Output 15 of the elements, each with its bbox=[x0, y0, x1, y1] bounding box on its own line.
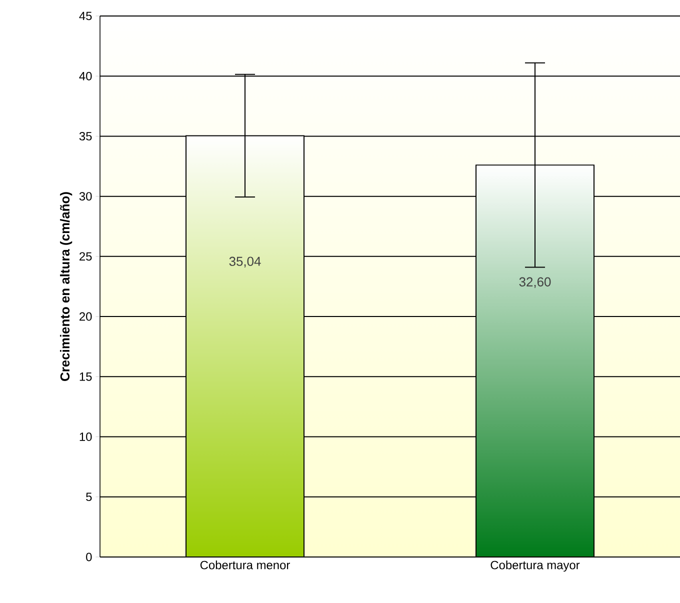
y-tick-label: 35 bbox=[79, 132, 92, 140]
y-tick-label: 40 bbox=[79, 72, 92, 80]
x-tick-label: Cobertura menor bbox=[200, 560, 290, 570]
data-label: 35,04 bbox=[229, 256, 261, 268]
y-tick-label: 30 bbox=[79, 192, 92, 201]
data-label: 32,60 bbox=[519, 277, 551, 288]
y-tick-label: 10 bbox=[80, 432, 92, 441]
y-axis-title: Crecimiento en altura (cm/año) bbox=[60, 192, 72, 381]
y-tick-label: 20 bbox=[80, 312, 92, 321]
y-tick-label: 0 bbox=[86, 552, 92, 562]
y-tick-label: 25 bbox=[80, 252, 92, 261]
y-tick-label: 45 bbox=[79, 12, 92, 20]
y-tick-label: 5 bbox=[86, 492, 92, 502]
y-tick-label: 15 bbox=[80, 372, 92, 381]
x-tick-label: Cobertura mayor bbox=[490, 560, 580, 572]
